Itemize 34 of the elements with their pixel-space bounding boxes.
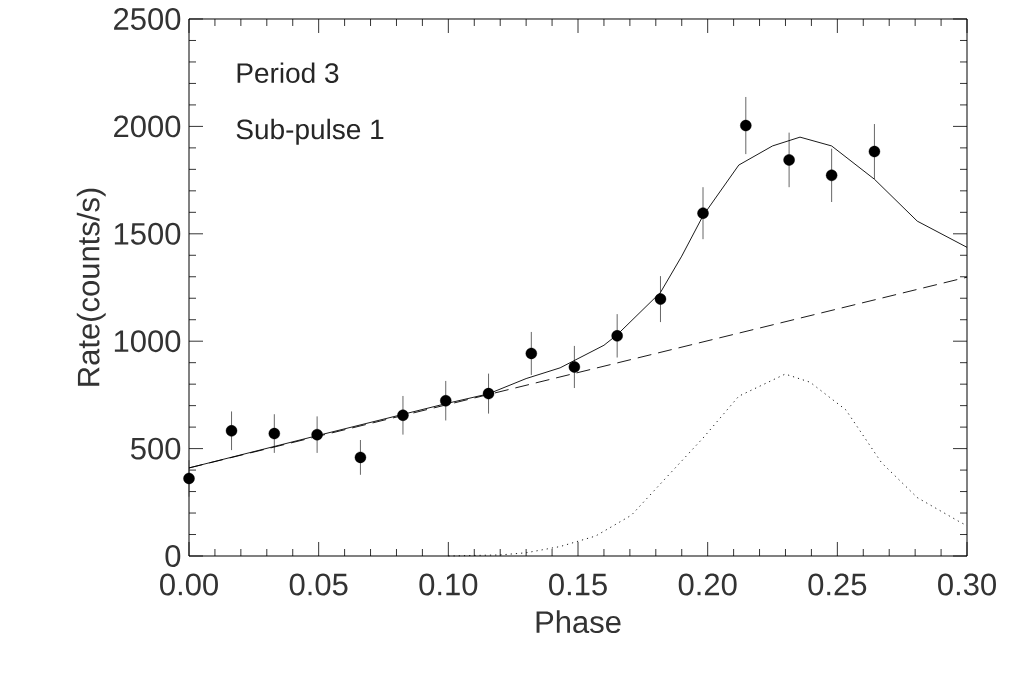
- y-tick-label: 2500: [114, 8, 181, 30]
- x-tick-label: 0.10: [419, 573, 478, 596]
- y-tick-label: 1000: [114, 330, 181, 353]
- x-tick-label: 0.15: [549, 573, 607, 596]
- y-tick-label: 2000: [114, 115, 181, 138]
- y-tick-label: 0: [165, 545, 181, 567]
- y-tick-label: 1500: [114, 222, 181, 245]
- point: [268, 427, 281, 440]
- x-axis-title: Phase: [536, 610, 621, 634]
- point: [740, 119, 752, 132]
- point: [354, 451, 367, 464]
- point: [825, 169, 838, 182]
- annotation: Period 3: [237, 62, 339, 83]
- point: [568, 361, 581, 373]
- point: [525, 347, 538, 360]
- point: [311, 428, 323, 441]
- y-axis-title: Rate(counts/s): [76, 188, 106, 386]
- point: [654, 293, 667, 305]
- annotation: Sub-pulse 1: [236, 118, 384, 145]
- point: [611, 330, 623, 342]
- x-tick-label: 0.30: [938, 573, 996, 596]
- point: [440, 395, 452, 407]
- x-tick-label: 0.05: [289, 573, 348, 596]
- point: [183, 472, 195, 485]
- x-tick-label: 0.00: [160, 573, 218, 596]
- point: [697, 207, 709, 219]
- point: [397, 409, 409, 421]
- x-tick-label: 0.25: [808, 573, 867, 596]
- point: [482, 387, 495, 400]
- x-tick-label: 0.20: [678, 573, 737, 596]
- y-tick-label: 500: [130, 437, 181, 460]
- point: [783, 154, 795, 166]
- point: [225, 425, 238, 437]
- point: [868, 145, 881, 158]
